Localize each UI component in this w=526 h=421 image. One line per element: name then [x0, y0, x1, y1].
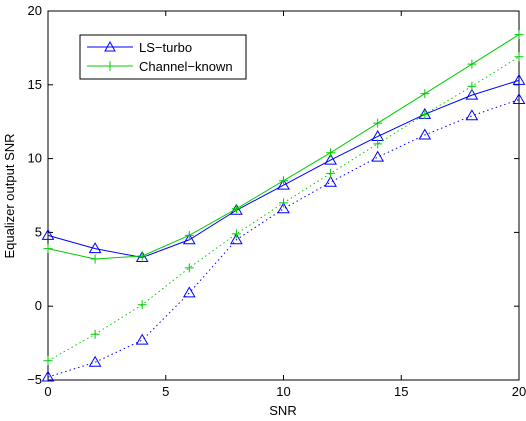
x-tick-label: 5	[162, 384, 169, 399]
data-point-plus	[184, 263, 194, 273]
data-point-triangle	[465, 88, 479, 100]
data-point-plus	[279, 198, 288, 208]
legend-label-channel-known: Channel−known	[139, 59, 233, 74]
x-tick-label: 0	[44, 384, 51, 399]
data-point-plus	[231, 229, 241, 239]
data-point-plus	[420, 89, 430, 99]
data-point-triangle	[41, 228, 55, 240]
data-point-plus	[90, 254, 100, 264]
data-point-triangle	[512, 93, 526, 105]
y-tick-label: 5	[35, 224, 42, 239]
data-point-plus	[137, 251, 147, 261]
y-tick-label: −5	[27, 372, 42, 387]
x-tick-label: 15	[394, 384, 408, 399]
data-point-triangle	[88, 242, 102, 254]
data-point-plus	[43, 244, 53, 254]
data-point-plus	[514, 30, 524, 40]
data-point-plus	[467, 59, 477, 69]
y-tick-label: 10	[28, 151, 42, 166]
data-point-plus	[467, 81, 477, 91]
data-point-triangle	[371, 150, 385, 162]
x-axis-label: SNR	[269, 403, 296, 418]
data-point-triangle	[324, 153, 337, 165]
data-point-triangle	[277, 202, 290, 214]
data-point-plus	[231, 204, 241, 214]
legend-marker-plus	[105, 61, 115, 71]
data-point-plus	[326, 168, 336, 178]
data-point-triangle	[277, 178, 290, 190]
legend-box	[79, 34, 247, 80]
data-point-plus	[184, 230, 194, 240]
x-tick-label: 20	[512, 384, 526, 399]
data-point-triangle	[418, 128, 432, 140]
data-point-triangle	[324, 175, 337, 187]
data-point-plus	[90, 329, 100, 339]
data-point-plus	[420, 109, 430, 119]
data-point-plus	[279, 176, 288, 186]
data-point-plus	[373, 139, 383, 149]
y-axis-label: Equalizer output SNR	[2, 133, 17, 258]
data-point-plus	[137, 300, 147, 310]
data-point-triangle	[135, 250, 149, 262]
x-tick-label: 10	[276, 384, 290, 399]
legend-label-ls-turbo: LS−turbo	[139, 40, 192, 55]
data-point-triangle	[182, 286, 196, 298]
data-point-triangle	[465, 109, 479, 121]
data-point-triangle	[135, 333, 149, 345]
y-tick-label: 15	[28, 77, 42, 92]
legend-marker-triangle	[104, 40, 116, 52]
y-tick-label: 0	[35, 298, 42, 313]
legend: LS−turbo Channel−known	[79, 34, 247, 80]
data-point-plus	[43, 356, 53, 366]
data-point-plus	[514, 52, 524, 62]
y-tick-label: 20	[28, 3, 42, 18]
data-point-plus	[373, 118, 383, 128]
data-point-triangle	[182, 233, 196, 245]
data-point-triangle	[88, 355, 102, 367]
data-point-triangle	[41, 370, 55, 382]
data-point-triangle	[230, 203, 243, 215]
data-point-plus	[326, 148, 336, 158]
data-point-triangle	[230, 233, 243, 245]
data-point-triangle	[512, 73, 526, 85]
series-layer	[41, 30, 526, 382]
